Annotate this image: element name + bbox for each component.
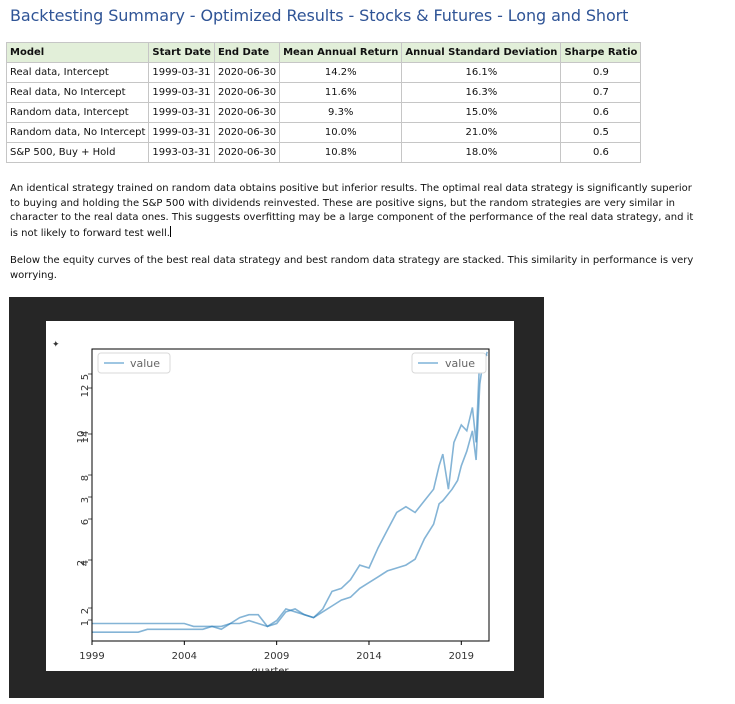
cell-mean-return: 9.3% [279, 102, 403, 123]
header-annual-std-dev: Annual Standard Deviation [401, 42, 562, 63]
cell-mean-return: 10.8% [279, 142, 403, 163]
table-row: Random data, No Intercept 1999-03-31 202… [5, 122, 642, 143]
cell-end-date: 2020-06-30 [213, 122, 281, 143]
y-tick-label: 12 [80, 385, 91, 398]
corner-glyph: ✦ [52, 340, 60, 350]
y-tick-label: 4 [80, 560, 91, 566]
series-line-1 [92, 354, 488, 628]
legend-right-label: value [445, 357, 475, 370]
cell-sharpe: 0.6 [560, 142, 642, 163]
cell-std-dev: 15.0% [401, 102, 562, 123]
x-axis-label-partial: quarter [251, 666, 289, 671]
legend-left: value [97, 352, 171, 374]
cell-sharpe: 0.6 [560, 102, 642, 123]
cell-mean-return: 14.2% [279, 62, 403, 83]
cell-start-date: 1999-03-31 [148, 82, 215, 103]
cell-model: Random data, Intercept [5, 102, 150, 123]
cell-start-date: 1999-03-31 [148, 122, 215, 143]
header-mean-annual-return: Mean Annual Return [279, 42, 403, 63]
legend-right: value [411, 352, 487, 374]
cell-end-date: 2020-06-30 [213, 102, 281, 123]
table-row: Real data, Intercept 1999-03-31 2020-06-… [5, 62, 642, 83]
cell-sharpe: 0.5 [560, 122, 642, 143]
cell-start-date: 1993-03-31 [148, 142, 215, 163]
equity-curve-paragraph[interactable]: Below the equity curves of the best real… [10, 255, 694, 281]
text-cursor [169, 225, 171, 237]
y-tick-label: 1 [80, 620, 91, 626]
cell-mean-return: 10.0% [279, 122, 403, 143]
y-tick-label: 14 [80, 431, 91, 444]
results-table: Model Start Date End Date Mean Annual Re… [5, 42, 642, 163]
x-axis: 1999 2004 2009 2014 2019 [79, 641, 474, 662]
header-model: Model [5, 42, 150, 63]
plot-area-border [91, 348, 490, 642]
x-tick-label: 2004 [172, 651, 197, 662]
legend-left-label: value [130, 357, 160, 370]
cell-std-dev: 21.0% [401, 122, 562, 143]
y-tick-label: 3 [80, 497, 91, 503]
y-tick-label: 10 [76, 431, 87, 444]
cell-std-dev: 18.0% [401, 142, 562, 163]
header-start-date: Start Date [148, 42, 215, 63]
header-sharpe-ratio: Sharpe Ratio [560, 42, 642, 63]
legend-right-box [411, 352, 487, 374]
cell-mean-return: 11.6% [279, 82, 403, 103]
y-tick-label: 8 [80, 475, 91, 481]
cell-model: Real data, Intercept [5, 62, 150, 83]
cell-model: Random data, No Intercept [5, 122, 150, 143]
cell-model: S&P 500, Buy + Hold [5, 142, 150, 163]
legend-left-box [97, 352, 171, 374]
series-line-2 [92, 351, 488, 634]
table-row: Real data, No Intercept 1999-03-31 2020-… [5, 82, 642, 103]
page-title: Backtesting Summary - Optimized Results … [10, 6, 629, 25]
series-layer [92, 351, 488, 634]
cell-std-dev: 16.1% [401, 62, 562, 83]
table-row: S&P 500, Buy + Hold 1993-03-31 2020-06-3… [5, 142, 642, 163]
cell-start-date: 1999-03-31 [148, 102, 215, 123]
y-tick-label: 5 [80, 374, 91, 380]
cell-end-date: 2020-06-30 [213, 142, 281, 163]
x-tick-label: 2014 [356, 651, 381, 662]
cell-sharpe: 0.7 [560, 82, 642, 103]
x-tick-label: 1999 [79, 651, 104, 662]
cell-end-date: 2020-06-30 [213, 82, 281, 103]
x-tick-label: 2019 [449, 651, 474, 662]
cell-end-date: 2020-06-30 [213, 62, 281, 83]
x-tick-label: 2009 [264, 651, 289, 662]
header-end-date: End Date [213, 42, 281, 63]
cell-std-dev: 16.3% [401, 82, 562, 103]
y-tick-label: 6 [80, 519, 91, 525]
y-tick-label: 2 [76, 560, 87, 566]
cell-sharpe: 0.9 [560, 62, 642, 83]
table-header-row: Model Start Date End Date Mean Annual Re… [5, 42, 642, 63]
y-tick-label: 2 [80, 608, 91, 614]
cell-start-date: 1999-03-31 [148, 62, 215, 83]
analysis-text: An identical strategy trained on random … [10, 183, 694, 239]
table-row: Random data, Intercept 1999-03-31 2020-0… [5, 102, 642, 123]
plot-canvas [46, 321, 514, 671]
analysis-paragraph[interactable]: An identical strategy trained on random … [10, 182, 700, 241]
cell-model: Real data, No Intercept [5, 82, 150, 103]
